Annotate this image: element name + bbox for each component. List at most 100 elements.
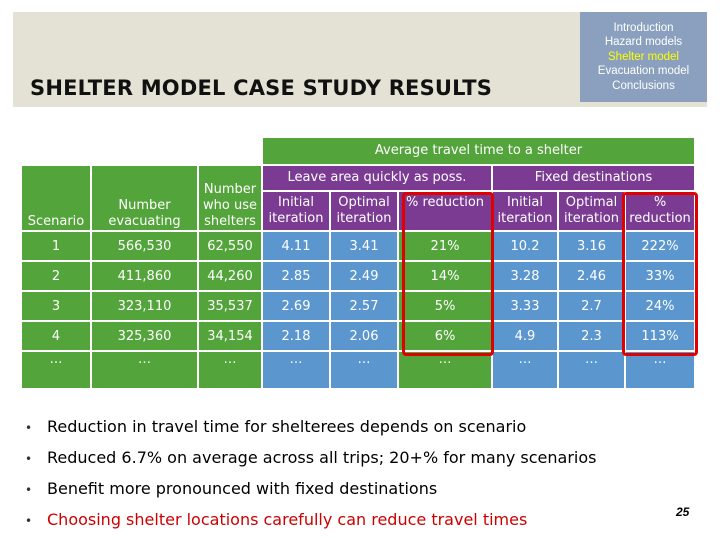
sub-header-initial-line2: iteration [268,211,324,226]
table-row: … … … … … … … … … [22,352,694,388]
sub-header-fixed-optimal-line2: iteration [564,211,619,226]
table-row: 2 411,860 44,260 2.85 2.49 14% 3.28 2.46… [22,262,694,290]
table-row: 3 323,110 35,537 2.69 2.57 5% 3.33 2.7 2… [22,292,694,320]
cell-initial: 2.69 [263,292,329,320]
cell-initial: … [263,352,329,388]
section-nav: Introduction Hazard models Shelter model… [580,12,707,102]
table-row: 1 566,530 62,550 4.11 3.41 21% 10.2 3.16… [22,232,694,260]
cell-reduction: … [399,352,491,388]
cell-fixed-initial: 3.33 [493,292,557,320]
cell-optimal: 2.57 [331,292,397,320]
highlight-reduction-column [402,192,494,356]
sub-header-fixed-initial-line2: iteration [497,211,553,226]
nav-item-hazard-models[interactable]: Hazard models [604,36,683,49]
group-header-fixed: Fixed destinations [493,166,694,190]
bullet-text: Reduction in travel time for shelterees … [47,417,527,436]
cell-fixed-optimal: 2.7 [559,292,624,320]
col-header-evacuating-line1: Number [118,198,171,213]
sub-header-fixed-optimal-line1: Optimal [565,195,618,210]
sub-header-fixed-reduction: % reduction [626,192,694,230]
empty-header-cell [22,138,261,164]
col-header-shelters-line3: shelters [204,214,256,229]
sub-header-fixed-optimal: Optimal iteration [559,192,624,230]
cell-fixed-optimal: … [559,352,624,388]
cell-optimal: 3.41 [331,232,397,260]
sub-header-reduction: % reduction [399,192,491,230]
page-number: 25 [676,505,690,519]
cell-fixed-reduction: … [626,352,694,388]
col-header-shelters: Number who use shelters [199,166,261,230]
highlight-fixed-reduction-column [622,192,698,356]
cell-reduction: 5% [399,292,491,320]
table-row: 4 325,360 34,154 2.18 2.06 6% 4.9 2.3 11… [22,322,694,350]
col-header-evacuating: Number evacuating [92,166,197,230]
cell-fixed-optimal: 2.3 [559,322,624,350]
cell-fixed-initial: 3.28 [493,262,557,290]
cell-initial: 2.85 [263,262,329,290]
bullet-dot-icon: • [25,421,33,435]
cell-fixed-reduction: 33% [626,262,694,290]
cell-evacuating: 325,360 [92,322,197,350]
cell-fixed-reduction: 24% [626,292,694,320]
bullet-list: • Reduction in travel time for shelterees… [25,412,596,536]
bullet-text: Reduced 6.7% on average across all trips… [47,448,597,467]
col-header-shelters-line1: Number [203,182,257,197]
sub-header-initial: Initial iteration [263,192,329,230]
cell-shelters: 62,550 [199,232,261,260]
cell-optimal: 2.06 [331,322,397,350]
cell-shelters: 35,537 [199,292,261,320]
cell-scenario: 2 [22,262,90,290]
bullet-text: Choosing shelter locations carefully can… [47,510,528,529]
cell-initial: 2.18 [263,322,329,350]
cell-fixed-initial: 4.9 [493,322,557,350]
bullet-item: • Choosing shelter locations carefully ca… [25,505,596,536]
cell-evacuating: … [92,352,197,388]
group-header-leave: Leave area quickly as poss. [263,166,491,190]
bullet-dot-icon: • [25,483,33,497]
cell-shelters: 34,154 [199,322,261,350]
cell-reduction: 14% [399,262,491,290]
bullet-item: • Reduced 6.7% on average across all trip… [25,443,596,474]
bullet-text: Benefit more pronounced with fixed desti… [47,479,438,498]
results-table: Average travel time to a shelter Scenari… [20,136,696,390]
cell-evacuating: 566,530 [92,232,197,260]
sub-header-optimal-line2: iteration [336,211,392,226]
cell-fixed-reduction: 222% [626,232,694,260]
cell-reduction: 21% [399,232,491,260]
cell-fixed-initial: … [493,352,557,388]
cell-scenario: 4 [22,322,90,350]
cell-initial: 4.11 [263,232,329,260]
cell-optimal: 2.49 [331,262,397,290]
cell-reduction: 6% [399,322,491,350]
col-header-scenario: Scenario [22,166,90,230]
cell-fixed-reduction: 113% [626,322,694,350]
cell-scenario: 1 [22,232,90,260]
cell-scenario: … [22,352,90,388]
bullet-dot-icon: • [25,514,33,528]
bullet-item: • Reduction in travel time for shelterees… [25,412,596,443]
cell-fixed-optimal: 3.16 [559,232,624,260]
sub-header-fixed-initial: Initial iteration [493,192,557,230]
col-header-shelters-line2: who use [203,198,257,213]
bullet-dot-icon: • [25,452,33,466]
nav-item-evacuation-model[interactable]: Evacuation model [597,65,690,78]
nav-item-shelter-model[interactable]: Shelter model [608,50,679,63]
cell-fixed-initial: 10.2 [493,232,557,260]
nav-item-introduction[interactable]: Introduction [613,21,674,34]
cell-scenario: 3 [22,292,90,320]
nav-item-conclusions[interactable]: Conclusions [612,79,675,92]
cell-shelters: … [199,352,261,388]
sub-header-fixed-reduction-line1: % [653,195,667,210]
sub-header-fixed-reduction-line2: reduction [629,211,691,226]
bullet-item: • Benefit more pronounced with fixed dest… [25,474,596,505]
sub-header-optimal-line1: Optimal [338,195,390,210]
cell-evacuating: 411,860 [92,262,197,290]
col-header-evacuating-line2: evacuating [108,214,181,229]
slide-title: SHELTER MODEL CASE STUDY RESULTS [30,76,493,100]
sub-header-fixed-initial-line1: Initial [507,195,543,210]
table-top-header: Average travel time to a shelter [263,138,694,164]
cell-evacuating: 323,110 [92,292,197,320]
sub-header-initial-line1: Initial [278,195,314,210]
cell-fixed-optimal: 2.46 [559,262,624,290]
sub-header-optimal: Optimal iteration [331,192,397,230]
